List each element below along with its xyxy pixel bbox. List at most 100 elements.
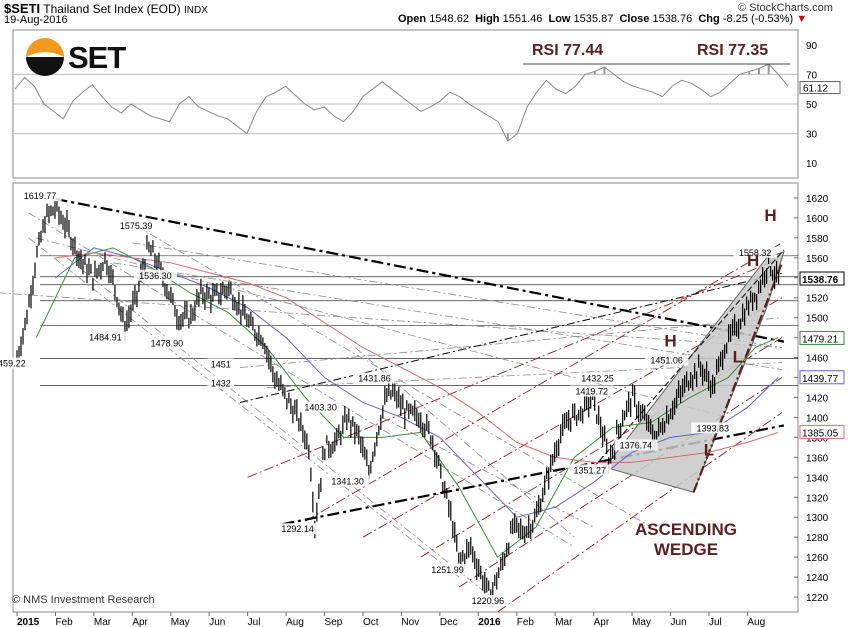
watermark: © NMS Investment Research [12,594,155,606]
price-label-bg [207,377,234,389]
wedge-hl-label: L [733,348,743,367]
price-label: 1376.74 [620,440,653,450]
price-tick-label: 1460 [806,354,829,365]
wedge-lower-line [692,262,784,493]
price-label: 1431.86 [358,374,391,384]
red-channel-line [420,337,783,558]
wedge-hl-label: H [764,206,776,225]
close-label: Close [619,13,650,25]
logo-half [26,57,64,76]
x-tick-label: Jul [709,617,722,627]
price-label-bg [145,337,189,349]
price-tick-label: 1220 [806,593,829,604]
fan-trend-line [28,212,575,548]
price-label-bg [18,190,62,202]
price-tick-label: 1260 [806,553,829,564]
open-value: 1548.62 [429,13,469,25]
rsi-tick-label: 30 [806,130,818,141]
price-label: 1536.30 [139,271,172,281]
rsi-last-value: 61.12 [803,84,828,95]
wedge-upper-line [593,249,785,468]
credit: © StockCharts.com [738,2,833,14]
high-label: High [475,13,500,25]
rsi-tick-label: 70 [806,70,818,81]
rsi-last-value-box [799,81,841,95]
right-value-label: 1385.05 [802,428,839,439]
logo-arc [26,52,64,57]
ohlc-readout: Open 1548.62 High 1551.46 Low 1535.87 Cl… [398,13,807,25]
down-arrow-icon: ▼ [796,13,808,25]
price-tick-label: 1300 [806,513,829,524]
price-tick-label: 1240 [806,573,829,584]
chart-title: $SETI Thailand Set Index (EOD) INDX [4,1,208,16]
price-label-bg [276,523,320,535]
red-channel-line [305,242,783,522]
x-tick-label: Apr [594,617,610,627]
rsi-tick-label: 50 [806,100,818,111]
logo-text: SET [68,40,126,75]
price-label-bg [0,357,31,369]
chg-label: Chg [698,13,720,25]
x-tick-label: Oct [363,617,379,627]
close-value: 1538.76 [652,13,693,25]
price-label-bg [614,439,658,451]
price-label: 1558.32 [739,248,772,258]
price-label: 1251.99 [431,565,464,575]
price-label: 1451.06 [650,356,683,366]
price-label-bg [691,422,735,434]
price-label-bg [114,219,158,231]
price-tick-label: 1360 [806,453,829,464]
x-tick-label: Jul [248,617,261,627]
x-tick-label: Feb [517,617,535,627]
price-label-bg [299,401,343,413]
price-tick-label: 1320 [806,493,829,504]
exchange: INDX [184,5,208,16]
price-label: 1419.72 [575,387,608,397]
right-value-box [799,424,845,439]
fan-trend-line [28,237,460,578]
price-label: 1351.27 [574,465,607,475]
x-tick-label: Aug [747,617,765,627]
price-label-bg [133,269,177,281]
price-label-bg [733,246,777,258]
price-tick-label: 1520 [806,294,829,305]
pattern-label-line1: ASCENDING [635,520,737,539]
chg-value: -8.25 (-0.53%) [722,13,794,25]
thin-black-trend-line [239,272,785,403]
price-label: 1393.83 [697,423,730,433]
rsi-annotation-left: RSI 77.44 [532,42,603,59]
rsi-tick-label: 90 [806,41,818,52]
price-label-bg [326,475,370,487]
major-downtrend-line [55,197,785,343]
open-label: Open [398,13,427,25]
price-label-bg [425,564,470,576]
price-label: 1484.91 [89,333,122,343]
wedge-hl-label: H [747,251,759,270]
fan-trend-line [0,292,783,349]
price-label-bg [645,354,689,366]
price-label: 1432.25 [581,374,614,384]
price-label-bg [575,372,620,384]
index-name: Thailand Set Index (EOD) [43,2,181,16]
price-label: 1220.96 [472,596,505,606]
right-value-label: 1479.21 [802,334,839,345]
rsi-line [14,63,789,142]
wedge-hl-label: L [704,440,714,459]
right-value-box [799,330,845,345]
rsi-annotation-right: RSI 77.35 [697,42,768,59]
price-tick-label: 1560 [806,254,829,265]
price-label: 1403.30 [304,402,337,412]
rsi-panel: 10 30 50 70 90 61.12 RSI 77.44 RSI 77.35 SET [12,29,841,179]
x-tick-label: 2015 [17,617,40,627]
price-label: 1478.90 [151,339,184,349]
fan-trend-line [113,262,783,370]
price-tick-label: 1340 [806,473,829,484]
price-tick-label: 1620 [806,194,829,205]
major-support-line [282,424,785,526]
price-label-bg [466,595,510,607]
red-channel-line [458,377,783,588]
price-label: 1451 [211,360,231,370]
low-label: Low [548,13,571,25]
x-tick-label: Dec [440,617,458,627]
price-label-bg [352,372,397,384]
